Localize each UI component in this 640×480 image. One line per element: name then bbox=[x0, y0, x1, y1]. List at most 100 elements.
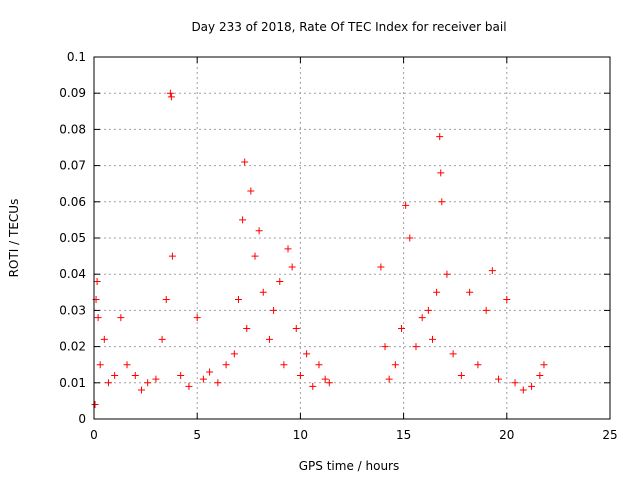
data-point-marker bbox=[292, 325, 300, 332]
x-axis-ticks: 0 5 10 15 20 25 bbox=[90, 57, 618, 442]
data-point-marker bbox=[412, 343, 420, 351]
data-point-marker bbox=[230, 350, 238, 358]
data-point-marker bbox=[111, 372, 119, 380]
data-point-marker bbox=[482, 306, 490, 314]
data-point-marker bbox=[91, 401, 99, 409]
data-point-marker bbox=[519, 386, 527, 394]
data-point-marker bbox=[325, 379, 333, 387]
data-point-marker bbox=[243, 325, 251, 332]
data-point-marker bbox=[449, 350, 457, 358]
data-point-marker bbox=[433, 288, 441, 296]
y-tick-label: 0.07 bbox=[59, 159, 86, 173]
y-tick-label: 0.06 bbox=[59, 195, 86, 209]
data-point-marker bbox=[144, 379, 152, 387]
data-point-marker bbox=[402, 201, 410, 209]
y-tick-label: 0.03 bbox=[59, 303, 86, 317]
data-point-marker bbox=[177, 372, 185, 380]
data-point-marker bbox=[222, 361, 230, 369]
data-point-marker bbox=[276, 277, 284, 285]
data-point-marker bbox=[152, 375, 160, 383]
data-point-marker bbox=[437, 169, 445, 177]
data-point-marker bbox=[247, 187, 255, 195]
y-tick-label: 0 bbox=[78, 412, 86, 426]
data-point-marker bbox=[457, 372, 465, 380]
data-point-marker bbox=[474, 361, 482, 369]
data-point-marker bbox=[495, 375, 503, 383]
y-tick-label: 0.05 bbox=[59, 231, 86, 245]
data-point-marker bbox=[214, 379, 222, 387]
y-axis-label: ROTI / TECUs bbox=[7, 199, 21, 278]
x-tick-label: 25 bbox=[602, 428, 617, 442]
y-tick-label: 0.1 bbox=[67, 50, 86, 64]
data-point-marker bbox=[438, 198, 446, 206]
data-point-marker bbox=[168, 252, 176, 260]
y-axis-ticks: 0 0.01 0.02 0.03 0.04 0.05 0.06 0.07 0.08 0.09 0.1 bbox=[59, 50, 610, 426]
data-point-marker bbox=[234, 296, 242, 304]
data-points bbox=[91, 89, 548, 409]
data-point-marker bbox=[309, 382, 317, 390]
x-axis-label: GPS time / hours bbox=[299, 459, 400, 473]
data-point-marker bbox=[158, 335, 166, 343]
x-tick-label: 10 bbox=[293, 428, 308, 442]
y-tick-label: 0.09 bbox=[59, 86, 86, 100]
data-point-marker bbox=[288, 263, 296, 271]
data-point-marker bbox=[503, 296, 511, 304]
data-point-marker bbox=[162, 296, 170, 304]
data-point-marker bbox=[93, 277, 101, 285]
data-point-marker bbox=[536, 372, 544, 380]
data-point-marker bbox=[443, 270, 451, 278]
data-point-marker bbox=[259, 288, 267, 296]
data-point-marker bbox=[100, 335, 108, 343]
data-point-marker bbox=[94, 314, 102, 322]
data-point-marker bbox=[398, 325, 406, 332]
x-tick-label: 0 bbox=[90, 428, 98, 442]
data-point-marker bbox=[321, 375, 329, 383]
data-point-marker bbox=[123, 361, 131, 369]
data-point-marker bbox=[377, 263, 385, 271]
data-point-marker bbox=[167, 93, 175, 101]
y-tick-label: 0.02 bbox=[59, 340, 86, 354]
data-point-marker bbox=[265, 335, 273, 343]
data-point-marker bbox=[296, 372, 304, 380]
data-point-marker bbox=[255, 227, 263, 235]
data-point-marker bbox=[436, 133, 444, 141]
grid-lines bbox=[94, 57, 610, 419]
y-tick-label: 0.08 bbox=[59, 122, 86, 136]
chart-title: Day 233 of 2018, Rate Of TEC Index for r… bbox=[191, 20, 506, 34]
data-point-marker bbox=[418, 314, 426, 322]
x-tick-label: 15 bbox=[396, 428, 411, 442]
data-point-marker bbox=[428, 335, 436, 343]
data-point-marker bbox=[104, 379, 112, 387]
data-point-marker bbox=[206, 368, 214, 376]
x-tick-label: 5 bbox=[193, 428, 201, 442]
data-point-marker bbox=[185, 382, 193, 390]
data-point-marker bbox=[315, 361, 323, 369]
x-tick-label: 20 bbox=[499, 428, 514, 442]
data-point-marker bbox=[241, 158, 249, 166]
data-point-marker bbox=[280, 361, 288, 369]
data-point-marker bbox=[166, 89, 174, 97]
data-point-marker bbox=[528, 382, 536, 390]
data-point-marker bbox=[239, 216, 247, 224]
plot-frame bbox=[93, 56, 611, 420]
data-point-marker bbox=[96, 361, 104, 369]
data-point-marker bbox=[466, 288, 474, 296]
data-point-marker bbox=[488, 267, 496, 275]
data-point-marker bbox=[424, 306, 432, 314]
data-point-marker bbox=[251, 252, 259, 260]
y-tick-label: 0.04 bbox=[59, 267, 86, 281]
data-point-marker bbox=[193, 314, 201, 322]
y-tick-label: 0.01 bbox=[59, 376, 86, 390]
data-point-marker bbox=[406, 234, 414, 242]
data-point-marker bbox=[199, 375, 207, 383]
data-point-marker bbox=[303, 350, 311, 358]
data-point-marker bbox=[117, 314, 125, 322]
data-point-marker bbox=[385, 375, 393, 383]
data-point-marker bbox=[137, 386, 145, 394]
data-point-marker bbox=[284, 245, 292, 253]
data-point-marker bbox=[131, 372, 139, 380]
data-point-marker bbox=[511, 379, 519, 387]
data-point-marker bbox=[270, 306, 278, 314]
data-point-marker bbox=[381, 343, 389, 351]
